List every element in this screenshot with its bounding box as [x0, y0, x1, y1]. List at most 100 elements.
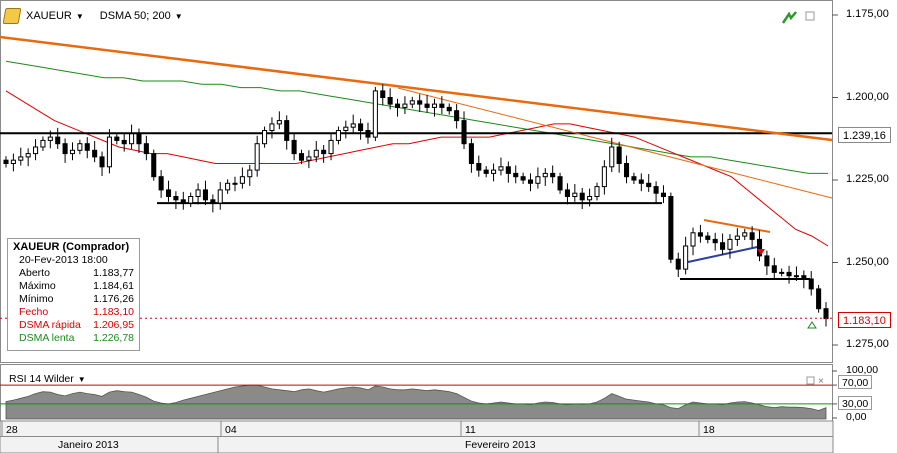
candle-body [749, 232, 755, 240]
candle-body [624, 163, 630, 178]
candlestick [195, 183, 201, 205]
candlestick [564, 183, 570, 205]
candlestick [697, 224, 703, 243]
candle-body [734, 235, 740, 240]
candle-body [527, 179, 534, 184]
candle-body [77, 143, 83, 151]
candlestick [217, 181, 223, 210]
info-value: 1.226,78 [93, 332, 134, 344]
candle-body [520, 176, 526, 181]
candlestick [808, 271, 814, 296]
candlestick [476, 155, 482, 177]
info-row: Mínimo 1.176,26 [13, 293, 134, 306]
candle-body [638, 179, 644, 184]
candlestick [816, 284, 822, 313]
candle-body [269, 123, 275, 132]
candlestick [129, 124, 135, 149]
day-tick-label: 04 [225, 424, 237, 436]
candlestick [653, 181, 659, 203]
restore-window-icon [805, 11, 815, 21]
candle-body [210, 199, 216, 204]
info-value: 1.183,10 [93, 306, 134, 318]
candle-body [136, 133, 142, 145]
candlestick [779, 268, 785, 277]
candlestick [395, 98, 401, 117]
chevron-down-icon: ▼ [77, 375, 86, 384]
rsi-tick-label: 0,00 [846, 411, 867, 423]
candlestick [202, 180, 208, 206]
candle-body [143, 143, 149, 155]
candlestick [343, 120, 349, 139]
candle-body [306, 156, 312, 161]
candlestick [801, 270, 807, 289]
candlestick [631, 172, 637, 184]
info-label: Aberto [19, 267, 50, 279]
candlestick [99, 151, 105, 177]
candle-body [801, 275, 807, 280]
price-tick-label: 1.200,00 [846, 90, 889, 103]
candle-body [550, 172, 556, 178]
month-label: Janeiro 2013 [58, 439, 119, 451]
candle-body [491, 169, 497, 174]
candle-body [291, 139, 297, 155]
candlestick [143, 135, 149, 161]
candle-body [55, 136, 61, 145]
ohlc-info-box: XAUEUR (Comprador) 20-Fev-2013 18:00 Abe… [7, 238, 140, 351]
candle-body [690, 232, 696, 247]
candle-body [99, 156, 105, 168]
candlestick [720, 233, 726, 255]
symbol-selector[interactable]: XAUEUR ▼ [26, 10, 84, 22]
candlestick [468, 138, 474, 173]
candlestick [151, 149, 157, 181]
candle-body [786, 271, 792, 277]
candle-body [92, 149, 98, 158]
candlestick [793, 266, 799, 281]
candlestick [136, 128, 142, 153]
candlestick [557, 172, 563, 194]
candle-body [202, 189, 208, 201]
candle-body [3, 159, 9, 164]
candle-body [498, 166, 504, 171]
candlestick [749, 226, 755, 248]
candle-body [276, 120, 282, 125]
candle-body [779, 271, 785, 274]
candle-body [106, 136, 112, 168]
candle-body [601, 166, 607, 188]
candle-body [313, 149, 319, 158]
rsi-indicator-selector[interactable]: RSI 14 Wilder ▼ [9, 373, 86, 385]
indicator-label: DSMA 50; 200 [99, 10, 171, 22]
candle-body [165, 189, 172, 197]
candle-body [697, 232, 703, 237]
info-row: Aberto 1.183,77 [13, 267, 134, 280]
candlestick [601, 160, 607, 195]
candle-body [380, 90, 386, 99]
candlestick [210, 194, 216, 213]
candlestick [786, 265, 792, 284]
candle-body [483, 169, 489, 174]
candlestick [646, 174, 652, 192]
pencil-icon[interactable] [2, 8, 22, 24]
indicator-selector[interactable]: DSMA 50; 200 ▼ [100, 10, 183, 22]
candle-body [239, 176, 245, 184]
candle-body [712, 238, 718, 244]
candle-body [705, 235, 711, 240]
candlestick [365, 122, 371, 144]
candle-body [10, 159, 16, 164]
candlestick [284, 115, 290, 150]
candle-body [756, 238, 763, 257]
candlestick [424, 94, 430, 113]
last-price-tag: 1.183,10 [838, 312, 891, 328]
info-row: DSMA rápida 1.206,95 [13, 319, 134, 332]
candlestick [254, 135, 260, 177]
candle-body [764, 255, 770, 267]
candlestick [40, 136, 46, 151]
candlestick [446, 103, 452, 115]
candle-body [387, 97, 393, 105]
candlestick [55, 127, 61, 149]
candlestick [121, 133, 127, 152]
candle-body [350, 123, 356, 128]
candlestick [33, 139, 39, 161]
candlestick [638, 173, 644, 192]
